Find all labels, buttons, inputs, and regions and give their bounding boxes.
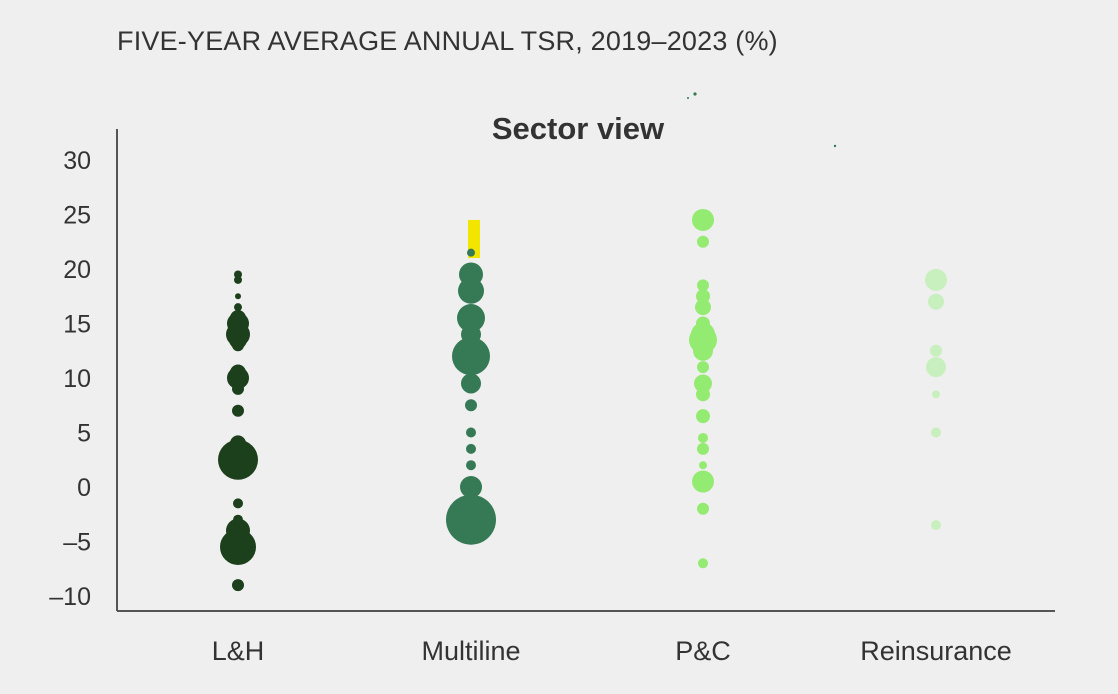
chart-title: Sector view <box>492 111 665 146</box>
data-point <box>446 494 496 545</box>
data-point <box>698 558 708 569</box>
data-point <box>931 520 941 531</box>
data-point <box>932 390 940 399</box>
data-point <box>693 340 713 361</box>
data-point <box>235 293 241 300</box>
data-point <box>696 387 710 402</box>
y-tick-label: 0 <box>77 474 91 502</box>
data-point <box>695 299 711 316</box>
highlight-layer <box>468 219 480 259</box>
x-category-label: L&H <box>212 636 265 666</box>
data-point <box>691 322 715 347</box>
stray-dot <box>693 92 697 96</box>
y-tick-label: 20 <box>63 256 91 284</box>
data-point <box>232 382 244 395</box>
data-point <box>692 208 714 231</box>
y-tick-label: 10 <box>63 365 91 393</box>
x-category-label: Multiline <box>421 636 520 666</box>
y-tick-labels: 30 25 20 15 10 5 0 –5 –10 <box>49 147 91 611</box>
data-point <box>233 498 243 509</box>
data-point <box>460 476 482 498</box>
highlight-marker <box>468 219 480 259</box>
data-point <box>218 439 258 480</box>
data-point <box>467 248 475 257</box>
y-tick-label: –10 <box>49 583 91 611</box>
data-point <box>692 470 714 493</box>
data-point <box>232 404 244 417</box>
y-tick-label: 5 <box>77 420 91 448</box>
data-point <box>930 344 942 357</box>
chart-supertitle: FIVE-YEAR AVERAGE ANNUAL TSR, 2019–2023 … <box>117 26 778 56</box>
data-point <box>465 399 477 412</box>
data-point <box>928 293 944 310</box>
y-tick-label: 15 <box>63 311 91 339</box>
data-point <box>226 518 250 543</box>
data-point <box>696 316 710 331</box>
data-point <box>697 361 709 374</box>
data-point <box>926 357 946 378</box>
data-point <box>697 235 709 248</box>
data-point <box>232 339 244 352</box>
y-tick-label: 25 <box>63 202 91 230</box>
data-point <box>696 409 710 424</box>
data-point <box>461 324 481 345</box>
data-point <box>699 461 707 470</box>
data-point <box>233 514 243 525</box>
data-point <box>697 502 709 515</box>
data-point <box>230 310 246 327</box>
stray-dot <box>833 144 837 148</box>
data-point <box>461 373 481 394</box>
y-tick-label: –5 <box>63 529 91 557</box>
data-point <box>697 442 709 455</box>
data-point <box>698 432 708 443</box>
data-point <box>232 579 244 592</box>
data-point <box>234 303 242 312</box>
data-point <box>694 374 712 393</box>
data-points <box>218 208 947 592</box>
data-point <box>696 289 710 304</box>
x-category-label: Reinsurance <box>860 636 1012 666</box>
data-point <box>925 268 947 291</box>
x-category-label: P&C <box>675 636 731 666</box>
stray-dots <box>687 92 837 148</box>
data-point <box>230 435 246 452</box>
data-point <box>697 279 709 292</box>
data-point <box>931 427 941 438</box>
data-point <box>459 262 483 287</box>
data-point <box>466 427 476 438</box>
data-point <box>466 443 476 454</box>
data-point <box>457 304 485 333</box>
stray-dot <box>687 97 689 99</box>
y-tick-label: 30 <box>63 147 91 175</box>
data-point <box>452 337 490 376</box>
data-point <box>234 275 242 284</box>
x-category-labels: L&H Multiline P&C Reinsurance <box>212 636 1012 666</box>
data-point <box>466 460 476 471</box>
data-point <box>230 364 246 381</box>
